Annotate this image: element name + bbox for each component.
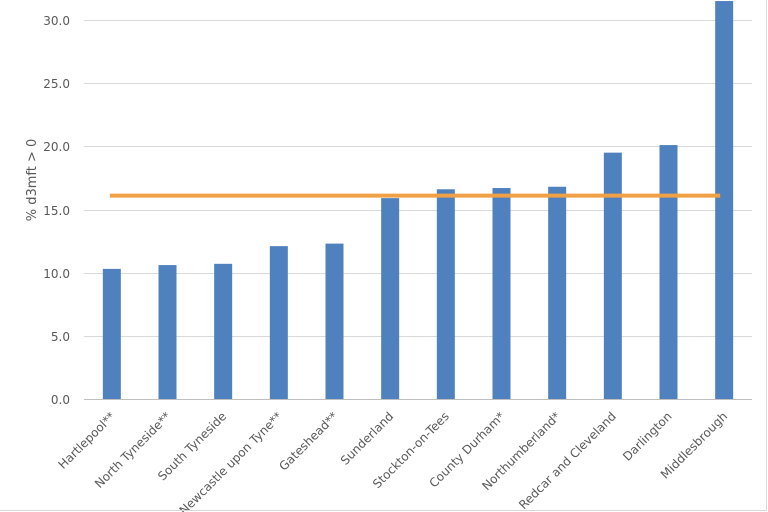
y-axis-tick-labels: 0.0 5.0 10.0 15.0 20.0 25.0 30.0 xyxy=(43,14,70,407)
y-tick-label: 25.0 xyxy=(43,77,70,91)
bar xyxy=(325,243,344,399)
bar xyxy=(214,263,233,399)
y-tick-label: 10.0 xyxy=(43,267,70,281)
x-tick-label: Gateshead** xyxy=(276,409,340,473)
y-axis-label: % d3mft > 0 xyxy=(25,139,40,222)
x-tick-label: Newcastle upon Tyne** xyxy=(177,409,285,512)
bar xyxy=(659,145,678,399)
bar-series xyxy=(102,1,734,400)
bar xyxy=(269,246,288,399)
x-tick-label: Darlington xyxy=(620,409,675,464)
x-tick-label: Redcar and Cleveland xyxy=(516,409,619,512)
bar xyxy=(492,188,511,399)
bar xyxy=(548,186,567,399)
bar xyxy=(603,152,622,399)
y-tick-label: 15.0 xyxy=(43,204,70,218)
y-tick-label: 30.0 xyxy=(43,14,70,28)
bar xyxy=(381,198,400,399)
y-tick-label: 5.0 xyxy=(51,330,70,344)
x-tick-label: Hartlepool** xyxy=(55,409,117,471)
x-tick-label: Sunderland xyxy=(338,409,396,467)
y-tick-label: 0.0 xyxy=(51,393,70,407)
bar xyxy=(436,189,455,399)
y-tick-label: 20.0 xyxy=(43,140,70,154)
gridlines xyxy=(84,20,752,400)
bar xyxy=(102,268,121,399)
bar xyxy=(715,1,734,400)
x-axis-tick-labels: Hartlepool**North Tyneside**South Tynesi… xyxy=(55,409,730,512)
bar xyxy=(158,265,177,399)
